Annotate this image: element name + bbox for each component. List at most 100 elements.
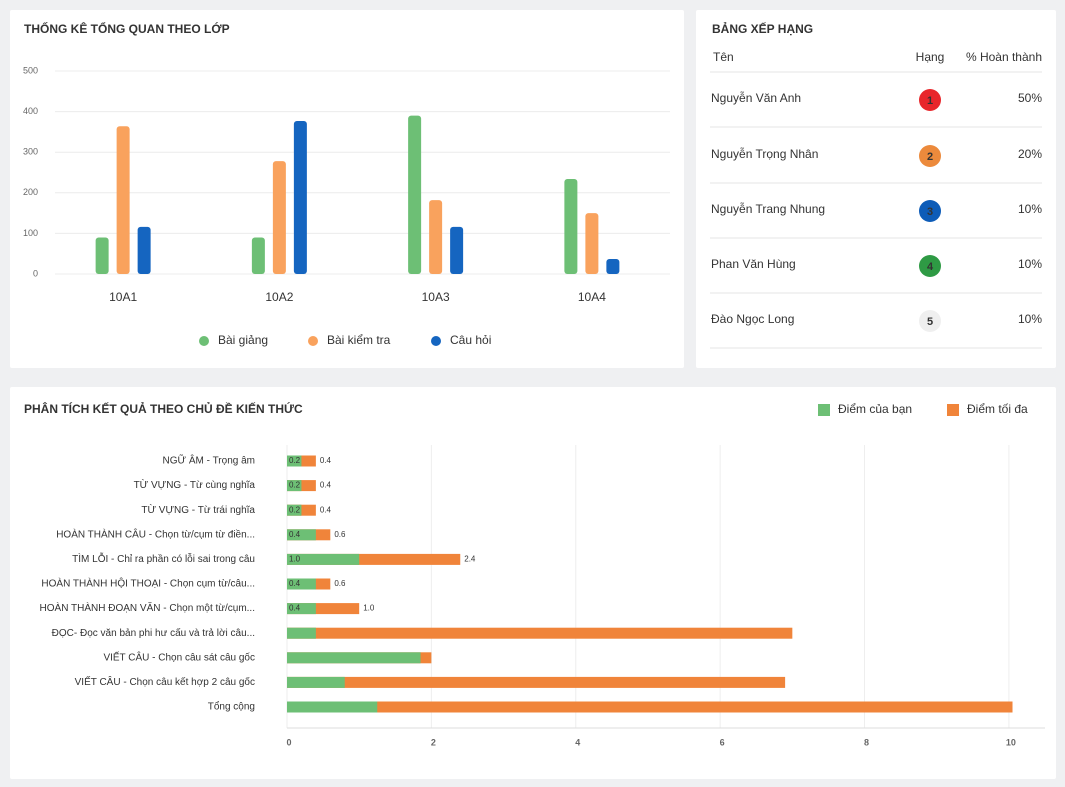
bar	[564, 178, 578, 274]
column-header: % Hoàn thành	[966, 50, 1042, 64]
bar	[450, 226, 464, 274]
value-label: 0.6	[334, 530, 346, 539]
legend-marker	[431, 336, 441, 346]
bar	[287, 676, 345, 688]
y-tick-label: HOÀN THÀNH CÂU - Chọn từ/cụm từ điền...	[56, 527, 255, 540]
column-header: Hạng	[916, 50, 945, 64]
x-tick-label: 10A3	[422, 290, 450, 304]
chart-title: THỐNG KÊ TỔNG QUAN THEO LỚP	[24, 21, 230, 36]
rank-badge	[919, 145, 941, 167]
bar	[137, 226, 151, 274]
y-tick-label: HOÀN THÀNH HỘI THOẠI - Chọn cụm từ/câu..…	[41, 577, 255, 590]
player-name: Đào Ngọc Long	[711, 312, 794, 326]
x-tick-label: 6	[720, 737, 725, 747]
y-tick-label: HOÀN THÀNH ĐOẠN VĂN - Chọn một từ/cụm...	[40, 601, 255, 614]
value-label: 0.6	[334, 579, 346, 588]
ranking-card	[696, 10, 1056, 368]
legend-marker	[947, 404, 959, 416]
x-tick-label: 10A1	[109, 290, 137, 304]
x-tick-label: 10A4	[578, 290, 606, 304]
completion: 20%	[1018, 147, 1042, 161]
legend-marker	[308, 336, 318, 346]
bar	[287, 652, 421, 664]
value-label: 0.4	[289, 530, 301, 539]
x-tick-label: 8	[864, 737, 869, 747]
y-tick-label: 200	[23, 187, 38, 197]
legend-marker	[199, 336, 209, 346]
bar	[606, 258, 620, 274]
y-tick-label: TỪ VỰNG - Từ cùng nghĩa	[134, 478, 256, 491]
player-name: Nguyễn Trọng Nhân	[711, 146, 818, 161]
y-tick-label: Tổng cộng	[208, 701, 255, 713]
legend-label: Điểm của bạn	[838, 402, 912, 416]
x-tick-label: 2	[431, 737, 436, 747]
bar	[287, 627, 316, 639]
bar	[287, 455, 302, 467]
value-label: 0.4	[289, 579, 301, 588]
bar	[429, 200, 443, 274]
bar	[272, 161, 286, 274]
x-tick-label: 10	[1006, 737, 1016, 747]
completion: 10%	[1018, 257, 1042, 271]
value-label: 1.0	[289, 555, 301, 564]
value-label: 0.2	[289, 481, 301, 490]
bar	[287, 553, 360, 565]
bar	[287, 578, 316, 590]
completion: 50%	[1018, 91, 1042, 105]
bar	[287, 529, 316, 541]
value-label: 0.2	[289, 505, 301, 514]
rank-number: 5	[927, 316, 933, 328]
rank-badge	[919, 310, 941, 332]
rank-badge	[919, 89, 941, 111]
value-label: 0.4	[289, 604, 301, 613]
analysis-card	[10, 387, 1056, 779]
value-label: 0.4	[320, 505, 332, 514]
bar	[287, 603, 316, 615]
y-tick-label: VIẾT CÂU - Chọn câu sát câu gốc	[103, 650, 255, 663]
y-tick-label: ĐỌC- Đọc văn bản phi hư cấu và trả lời c…	[52, 627, 255, 639]
rank-badge	[919, 255, 941, 277]
y-tick-label: 500	[23, 65, 38, 75]
y-tick-label: TÌM LỖI - Chỉ ra phần có lỗi sai trong c…	[72, 552, 255, 565]
bar	[293, 120, 307, 274]
rank-badge	[919, 200, 941, 222]
column-header: Tên	[713, 50, 734, 64]
value-label: 0.4	[320, 481, 332, 490]
legend-marker	[818, 404, 830, 416]
bar	[287, 701, 1013, 713]
bar	[408, 115, 422, 274]
bar	[116, 126, 130, 274]
rank-number: 2	[927, 151, 933, 163]
table-title: BẢNG XẾP HẠNG	[712, 21, 813, 36]
rank-number: 1	[927, 95, 933, 107]
y-tick-label: NGỮ ÂM - Trọng âm	[163, 454, 255, 467]
player-name: Phan Văn Hùng	[711, 257, 796, 271]
bar	[287, 553, 461, 565]
legend-label: Câu hỏi	[450, 333, 491, 347]
legend-label: Điểm tối đa	[967, 402, 1028, 416]
bar	[287, 701, 378, 713]
bar	[287, 676, 786, 688]
bar	[251, 237, 265, 274]
legend-label: Bài giảng	[218, 333, 268, 347]
y-tick-label: 300	[23, 147, 38, 157]
chart-title: PHÂN TÍCH KẾT QUẢ THEO CHỦ ĐỀ KIẾN THỨC	[24, 401, 303, 416]
bar	[585, 213, 599, 274]
player-name: Nguyễn Văn Anh	[711, 90, 801, 105]
overview-card	[10, 10, 684, 368]
rank-number: 3	[927, 206, 933, 218]
completion: 10%	[1018, 202, 1042, 216]
bar	[287, 627, 793, 639]
bar	[287, 603, 360, 615]
y-tick-label: TỪ VỰNG - Từ trái nghĩa	[141, 503, 255, 516]
x-tick-label: 10A2	[265, 290, 293, 304]
legend-label: Bài kiểm tra	[327, 333, 391, 347]
y-tick-label: 400	[23, 106, 38, 116]
bar	[95, 237, 109, 274]
completion: 10%	[1018, 312, 1042, 326]
y-tick-label: 0	[33, 268, 38, 278]
player-name: Nguyễn Trang Nhung	[711, 201, 825, 216]
x-tick-label: 0	[286, 737, 291, 747]
